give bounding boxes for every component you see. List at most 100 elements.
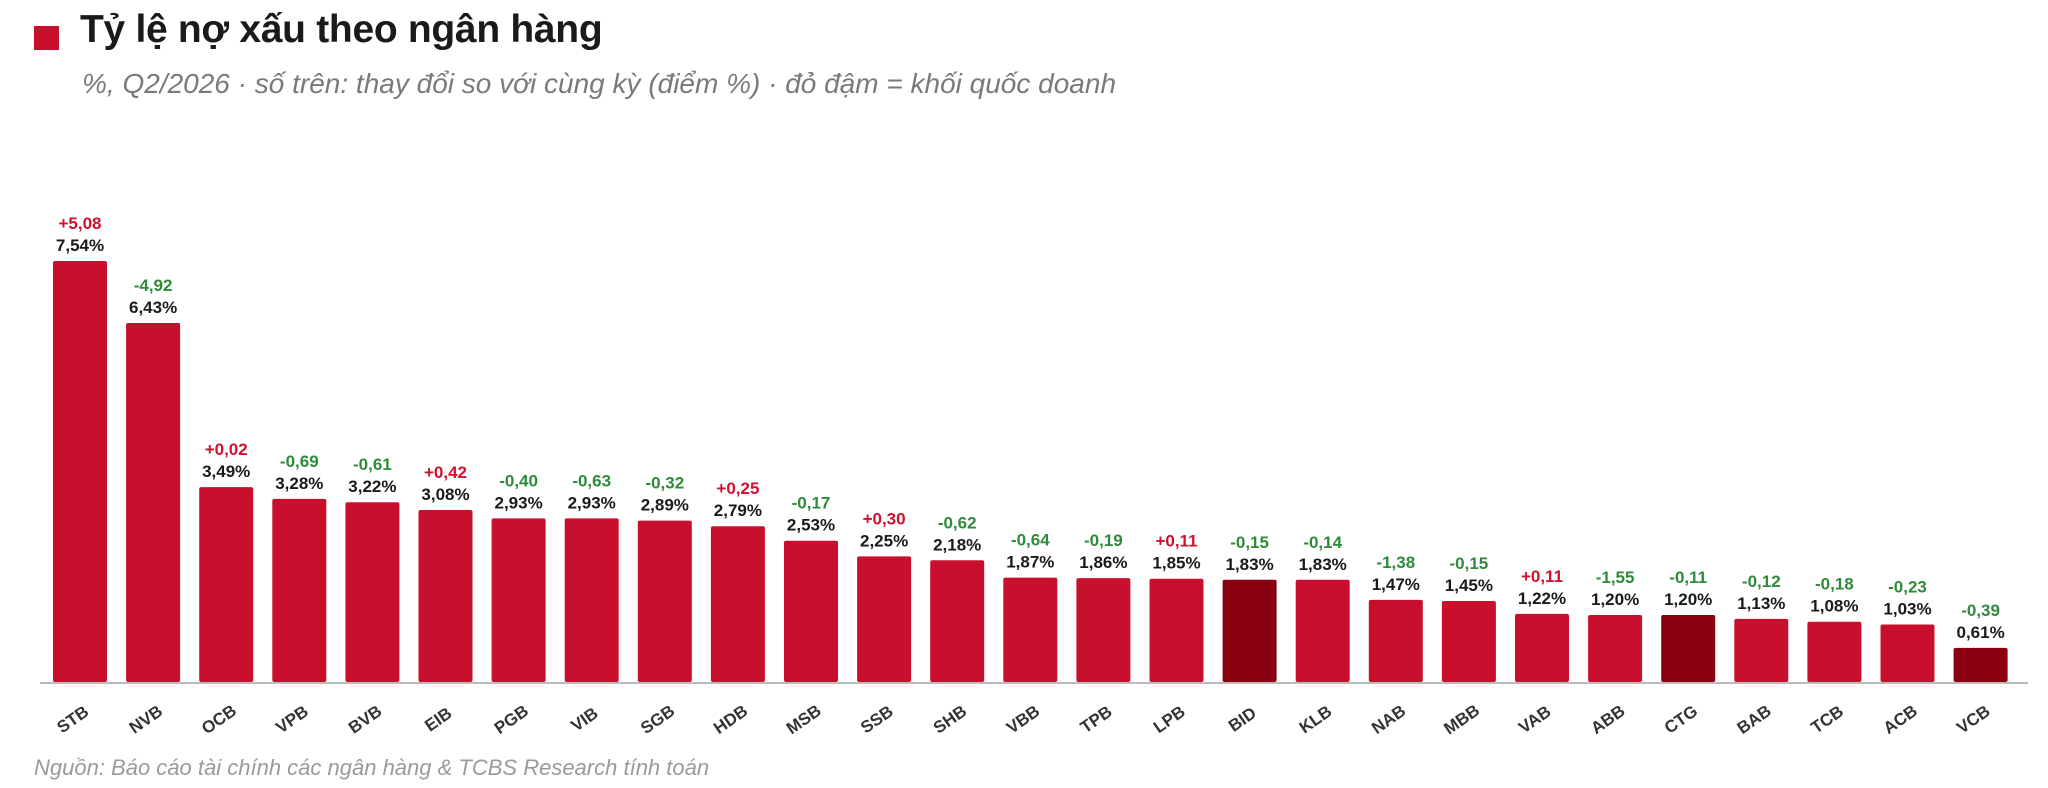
tick-label-nab: NAB — [1368, 701, 1409, 738]
bar-ctg — [1661, 615, 1716, 682]
bar-lpb — [1149, 578, 1204, 682]
tick-label-ssb: SSB — [857, 702, 897, 738]
value-label-abb: 1,20% — [1591, 590, 1639, 609]
change-label-bvb: -0,61 — [353, 455, 392, 474]
bar-nvb — [126, 323, 181, 682]
tick-label-bvb: BVB — [345, 701, 385, 737]
value-label-bab: 1,13% — [1737, 594, 1785, 613]
bar-msb — [784, 540, 838, 682]
bar-hdb — [710, 526, 765, 682]
tick-label-pgb: PGB — [491, 701, 532, 738]
change-label-bab: -0,12 — [1742, 572, 1781, 591]
change-label-bid: -0,15 — [1230, 533, 1269, 552]
tick-label-vbb: VBB — [1003, 701, 1043, 737]
source-note: Nguồn: Báo cáo tài chính các ngân hàng &… — [34, 755, 710, 780]
bar-bab — [1734, 618, 1789, 682]
bar-vib — [564, 518, 619, 682]
tick-label-tcb: TCB — [1807, 702, 1847, 738]
value-label-eib: 3,08% — [421, 485, 469, 504]
value-label-pgb: 2,93% — [494, 493, 542, 512]
bar-ocb — [199, 487, 254, 682]
tick-label-vib: VIB — [567, 704, 601, 736]
value-label-tpb: 1,86% — [1079, 553, 1127, 572]
change-label-vcb: -0,39 — [1961, 601, 2000, 620]
tick-label-mbb: MBB — [1440, 701, 1483, 739]
value-label-vcb: 0,61% — [1956, 623, 2004, 642]
value-label-mbb: 1,45% — [1445, 576, 1493, 595]
bar-vab — [1515, 613, 1569, 682]
value-label-nab: 1,47% — [1372, 575, 1420, 594]
value-label-shb: 2,18% — [933, 535, 981, 554]
value-label-sgb: 2,89% — [641, 496, 689, 515]
bar-sgb — [637, 520, 692, 682]
bar-stb — [53, 261, 107, 682]
change-label-msb: -0,17 — [792, 494, 831, 513]
tick-label-stb: STB — [53, 702, 92, 737]
tick-label-klb: KLB — [1296, 702, 1336, 738]
change-label-hdb: +0,25 — [716, 479, 759, 498]
bar-tcb — [1807, 621, 1862, 682]
bar-klb — [1295, 579, 1350, 682]
title-marker — [34, 26, 59, 50]
change-label-nvb: -4,92 — [134, 276, 173, 295]
bar-abb — [1588, 615, 1643, 682]
change-label-vbb: -0,64 — [1011, 531, 1050, 550]
bar-vcb — [1953, 647, 2008, 682]
bar-mbb — [1441, 601, 1496, 682]
value-label-acb: 1,03% — [1883, 600, 1931, 619]
chart-subtitle: %, Q2/2026 · số trên: thay đổi so với cù… — [82, 68, 1117, 99]
bar-nab — [1368, 599, 1423, 682]
tick-label-ocb: OCB — [198, 701, 240, 738]
change-label-tcb: -0,18 — [1815, 575, 1854, 594]
tick-label-bab: BAB — [1734, 701, 1775, 738]
change-label-stb: +5,08 — [58, 214, 101, 233]
value-label-bvb: 3,22% — [348, 477, 396, 496]
bar-bvb — [345, 502, 400, 682]
tick-label-nvb: NVB — [126, 701, 166, 737]
change-label-eib: +0,42 — [424, 463, 467, 482]
bar-shb — [930, 560, 985, 682]
tick-label-acb: ACB — [1880, 701, 1921, 738]
bar-ssb — [857, 556, 912, 682]
tick-label-vab: VAB — [1515, 702, 1554, 737]
tick-label-ctg: CTG — [1661, 701, 1701, 737]
change-label-vpb: -0,69 — [280, 452, 319, 471]
bar-acb — [1880, 624, 1935, 682]
change-label-abb: -1,55 — [1596, 568, 1635, 587]
value-label-vib: 2,93% — [568, 493, 616, 512]
chart-title: Tỷ lệ nợ xấu theo ngân hàng — [80, 8, 603, 51]
bar-eib — [418, 510, 473, 682]
change-label-mbb: -0,15 — [1450, 554, 1489, 573]
change-label-ssb: +0,30 — [863, 509, 906, 528]
tick-label-hdb: HDB — [710, 701, 751, 738]
bar-tpb — [1076, 578, 1131, 682]
bar-vbb — [1003, 577, 1058, 682]
tick-label-bid: BID — [1225, 703, 1260, 735]
tick-label-lpb: LPB — [1150, 702, 1189, 737]
value-label-bid: 1,83% — [1225, 555, 1273, 574]
change-label-vab: +0,11 — [1521, 567, 1563, 586]
value-label-nvb: 6,43% — [129, 298, 177, 317]
bar-pgb — [491, 518, 546, 682]
value-label-ctg: 1,20% — [1664, 590, 1712, 609]
value-label-hdb: 2,79% — [714, 501, 762, 520]
change-label-nab: -1,38 — [1376, 553, 1415, 572]
change-label-lpb: +0,11 — [1155, 532, 1197, 551]
value-label-vpb: 3,28% — [275, 474, 323, 493]
value-label-vbb: 1,87% — [1006, 553, 1054, 572]
value-label-ocb: 3,49% — [202, 462, 250, 481]
value-label-klb: 1,83% — [1299, 555, 1347, 574]
value-label-vab: 1,22% — [1518, 589, 1566, 608]
change-label-vib: -0,63 — [572, 471, 611, 490]
tick-label-sgb: SGB — [637, 701, 678, 738]
tick-label-msb: MSB — [783, 701, 825, 738]
tick-label-tpb: TPB — [1077, 702, 1116, 737]
change-label-sgb: -0,32 — [645, 474, 684, 493]
change-label-pgb: -0,40 — [499, 471, 538, 490]
bar-vpb — [272, 498, 327, 682]
change-label-ocb: +0,02 — [205, 440, 248, 459]
value-label-stb: 7,54% — [56, 236, 104, 255]
value-label-lpb: 1,85% — [1152, 554, 1200, 573]
tick-label-eib: EIB — [421, 704, 455, 736]
tick-label-shb: SHB — [930, 701, 970, 737]
